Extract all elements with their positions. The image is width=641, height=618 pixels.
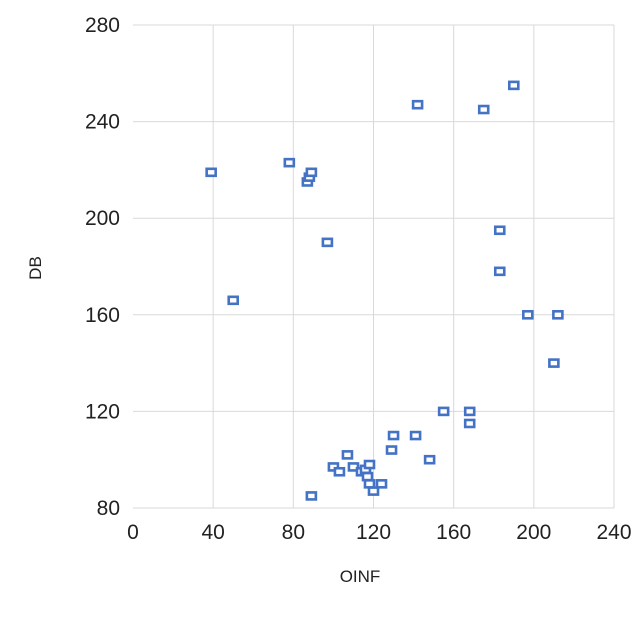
data-point [347, 462, 360, 472]
data-point [493, 225, 506, 236]
data-point [375, 479, 388, 489]
data-point [283, 157, 296, 168]
data-point [321, 237, 334, 248]
y-axis-title: DB [26, 256, 45, 280]
x-axis-title: OINF [340, 567, 381, 586]
data-point [385, 445, 398, 455]
data-point [423, 454, 436, 465]
data-point [493, 266, 506, 277]
data-point [341, 450, 354, 460]
data-point [477, 104, 490, 115]
data-point [327, 462, 340, 472]
data-point [333, 466, 346, 477]
data-point [548, 358, 560, 368]
data-point [305, 167, 318, 178]
gridlines [133, 24, 615, 509]
data-point [363, 459, 376, 470]
x-tick-label: 80 [282, 521, 305, 544]
data-point [387, 430, 400, 441]
x-tick-label: 0 [127, 521, 139, 544]
data-point [437, 406, 450, 417]
y-tick-label: 80 [97, 497, 120, 520]
data-point [463, 418, 476, 429]
y-tick-label: 120 [85, 400, 120, 423]
data-points [205, 80, 564, 501]
x-tick-label: 240 [596, 521, 631, 544]
data-point [305, 491, 318, 501]
data-point [227, 295, 240, 306]
data-point [507, 80, 520, 91]
data-point [463, 406, 476, 417]
x-tick-label: 200 [516, 521, 551, 544]
y-tick-label: 160 [85, 304, 120, 327]
y-tick-label: 240 [85, 111, 120, 134]
data-point [367, 486, 380, 496]
x-tick-label: 40 [201, 521, 224, 544]
data-point [522, 309, 534, 320]
data-point [552, 309, 564, 320]
y-tick-label: 200 [85, 207, 120, 230]
tick-labels: 0 40 80 120 160 200 240 80 120 160 200 240 280 [85, 14, 632, 544]
y-tick-label: 280 [85, 14, 120, 37]
x-tick-label: 120 [356, 521, 391, 544]
data-point [409, 430, 422, 441]
data-point [411, 99, 424, 110]
x-tick-label: 160 [436, 521, 471, 544]
data-point [205, 167, 217, 178]
